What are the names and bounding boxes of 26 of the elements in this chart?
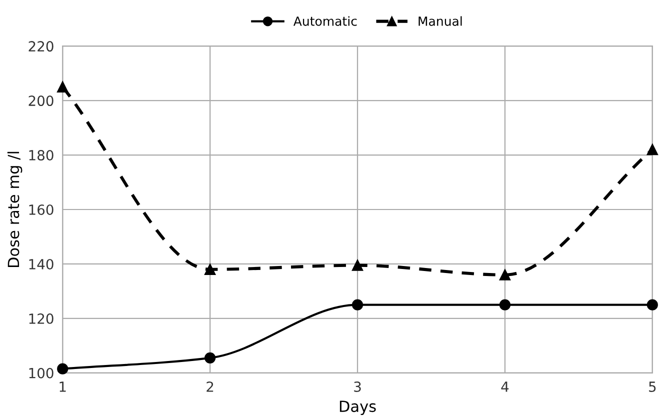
legend-label: Manual	[418, 16, 462, 26]
y-tick-label: 220	[28, 41, 54, 52]
point	[499, 299, 511, 310]
x-axis-title: Days	[340, 400, 376, 416]
point	[352, 260, 364, 271]
point	[204, 352, 216, 364]
x-tick-label: 2	[206, 381, 214, 392]
y-tick-label: 180	[29, 150, 54, 161]
y-tick-label: 200	[28, 96, 54, 106]
y-axis-title: Dose rate mg /l	[7, 152, 22, 268]
y-tick-label: 100	[29, 368, 54, 378]
x-tick-label: 1	[60, 382, 66, 392]
point	[57, 363, 68, 374]
point	[57, 81, 68, 92]
y-tick-label: 140	[29, 258, 54, 270]
x-tick-label: 4	[501, 382, 509, 392]
y-tick-label: 120	[29, 313, 54, 324]
x-tick-label: 5	[649, 382, 656, 392]
legend-label: Automatic	[293, 16, 357, 26]
point	[499, 269, 511, 280]
point	[646, 299, 658, 310]
x-tick-label: 3	[354, 381, 361, 392]
y-tick-label: 160	[29, 204, 54, 215]
point	[204, 264, 216, 275]
point	[352, 299, 364, 310]
point	[646, 144, 658, 156]
